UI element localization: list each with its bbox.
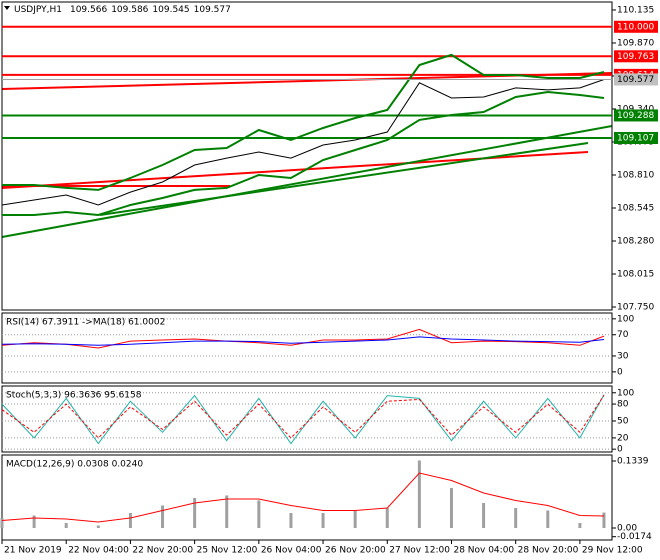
y-tick-label: 0.00 [617, 523, 637, 533]
x-tick-label: 25 Nov 12:00 [197, 546, 258, 556]
ohlc-value: 109.566 [70, 5, 107, 15]
x-tick-label: 28 Nov 20:00 [518, 546, 579, 556]
current-price-box [614, 73, 658, 86]
series-line [2, 53, 605, 191]
symbol: USDJPY,H1 [14, 5, 62, 15]
x-tick-label: 29 Nov 12:00 [582, 546, 643, 556]
current-price-label: 109.577 [617, 75, 654, 85]
histogram-bar [546, 510, 550, 528]
histogram-bar [449, 487, 453, 528]
histogram-bar [514, 507, 518, 528]
y-tick-label: -0.0174 [617, 532, 652, 542]
level-label: 109.763 [617, 52, 654, 62]
y-tick-label: 0 [617, 367, 623, 377]
level-label: 110.000 [617, 22, 654, 32]
histogram-bar [289, 512, 293, 528]
y-tick-label: 108.015 [617, 270, 654, 280]
series-line [1, 472, 605, 523]
level-label-box [614, 109, 658, 122]
y-tick-label: 100 [617, 314, 634, 324]
ohlc-value: 109.577 [194, 5, 231, 15]
histogram-bar [385, 507, 389, 528]
y-tick-label: 80 [617, 400, 629, 410]
panel-frame [1, 312, 613, 384]
series-line [1, 79, 605, 206]
histogram-bar [0, 517, 4, 528]
histogram-bar [417, 460, 421, 528]
histogram-bar [225, 495, 229, 528]
histogram-bar [257, 500, 261, 528]
x-tick-label: 27 Nov 12:00 [389, 546, 450, 556]
panel-title: MACD(12,26,9) 0.0308 0.0240 [6, 460, 143, 470]
histogram-bar [482, 502, 486, 528]
panel-frame [1, 454, 613, 541]
histogram-bar [32, 515, 36, 528]
level-label-box [614, 20, 658, 33]
trend-line [99, 142, 589, 216]
y-tick-label: 107.750 [617, 303, 654, 313]
histogram-bar [602, 512, 606, 528]
histogram-bar [96, 525, 100, 528]
histogram-bar [578, 522, 582, 528]
panel-frame [1, 1, 613, 311]
x-tick-label: 26 Nov 04:00 [261, 546, 322, 556]
histogram-bar [64, 522, 68, 528]
y-tick-label: 110.135 [617, 5, 654, 15]
trend-line [1, 125, 613, 238]
level-label-box [614, 50, 658, 63]
collapse-icon [4, 6, 10, 10]
y-tick-label: 108.545 [617, 203, 654, 213]
ohlc-value: 109.545 [152, 5, 189, 15]
y-tick-label: 50 [617, 416, 629, 426]
histogram-bar [193, 497, 197, 528]
panel-title: RSI(14) 67.3911 ->MA(18) 61.0002 [6, 318, 165, 328]
chart-title: USDJPY,H1 109.566 109.586 109.545 109.577 [14, 5, 231, 15]
y-tick-label: 0.1339 [617, 457, 649, 467]
x-tick-label: 22 Nov 04:00 [68, 546, 129, 556]
x-tick-label: 22 Nov 20:00 [132, 546, 193, 556]
series-line [2, 90, 605, 217]
panel-title: Stoch(5,3,3) 96.3636 95.6158 [6, 391, 142, 401]
y-tick-label: 0 [617, 445, 623, 455]
y-tick-label: 100 [617, 388, 634, 398]
series-line [1, 394, 605, 439]
x-tick-label: 21 Nov 2019 [4, 546, 62, 556]
level-label: 109.288 [617, 111, 654, 121]
y-tick-label: 70 [617, 330, 629, 340]
y-tick-label: 108.280 [617, 237, 654, 247]
x-tick-label: 26 Nov 20:00 [325, 546, 386, 556]
level-label-box [614, 132, 658, 145]
level-label: 109.107 [617, 134, 654, 144]
series-line [1, 336, 605, 346]
y-tick-label: 108.810 [617, 170, 654, 180]
histogram-bar [321, 512, 325, 528]
x-tick-label: 28 Nov 04:00 [453, 546, 514, 556]
histogram-bar [128, 512, 132, 528]
histogram-bar [353, 510, 357, 528]
y-tick-label: 30 [617, 351, 629, 361]
panel-frame [1, 385, 613, 453]
y-tick-label: 109.870 [617, 38, 654, 48]
ohlc-value: 109.586 [111, 5, 148, 15]
histogram-bar [161, 505, 165, 528]
y-tick-label: 20 [617, 433, 629, 443]
